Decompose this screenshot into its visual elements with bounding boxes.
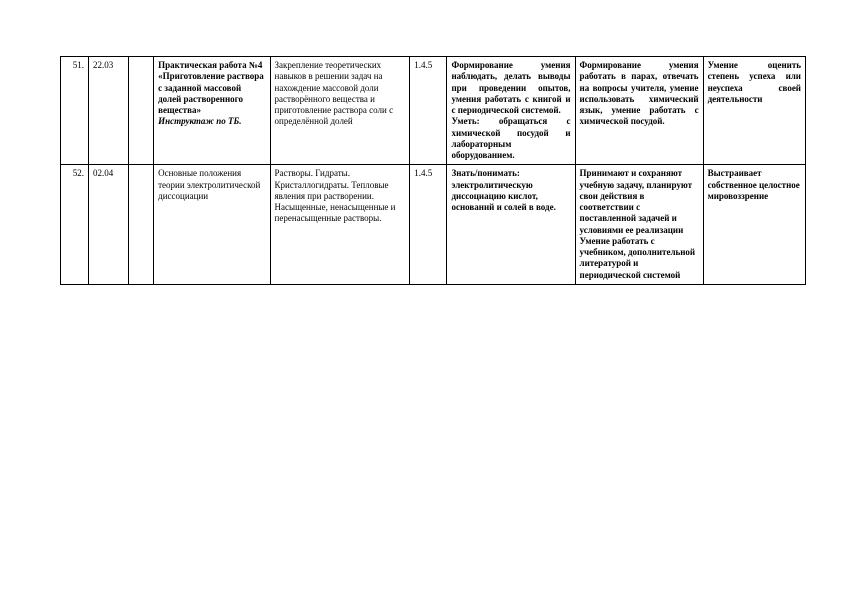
curriculum-table: 51. 22.03 Практическая работа №4«Пригото…: [60, 56, 806, 285]
cell-code: 1.4.5: [410, 165, 447, 285]
cell-date: 02.04: [88, 165, 128, 285]
topic-title: Практическая работа №4«Приготовление рас…: [158, 60, 264, 115]
cell-blank: [128, 165, 154, 285]
cell-topic: Основные положения теории электролитичес…: [154, 165, 270, 285]
cell-topic: Практическая работа №4«Приготовление рас…: [154, 57, 270, 165]
cell-blank: [128, 57, 154, 165]
cell-know: Формирование умения наблюдать, делать вы…: [447, 57, 575, 165]
cell-date: 22.03: [88, 57, 128, 165]
topic-note: Инструктаж по ТБ.: [158, 116, 241, 126]
cell-know: Знать/понимать: электролитическую диссоц…: [447, 165, 575, 285]
know-head: Знать/понимать:: [451, 168, 519, 178]
cell-content: Закрепление теоретических навыков в реше…: [270, 57, 410, 165]
know-rest: электролитическую диссоциацию кислот, ос…: [451, 180, 555, 213]
cell-result: Выстраивает собственное целостное мирово…: [703, 165, 805, 285]
cell-num: 52.: [61, 165, 89, 285]
table-row: 51. 22.03 Практическая работа №4«Пригото…: [61, 57, 806, 165]
cell-code: 1.4.5: [410, 57, 447, 165]
cell-skills: Формирование умения работать в парах, от…: [575, 57, 703, 165]
table-row: 52. 02.04 Основные положения теории элек…: [61, 165, 806, 285]
cell-content: Растворы. Гидраты. Кристаллогидраты. Теп…: [270, 165, 410, 285]
cell-result: Умение оценить степень успеха или неуспе…: [703, 57, 805, 165]
cell-skills: Принимают и сохраняют учебную задачу, пл…: [575, 165, 703, 285]
cell-num: 51.: [61, 57, 89, 165]
